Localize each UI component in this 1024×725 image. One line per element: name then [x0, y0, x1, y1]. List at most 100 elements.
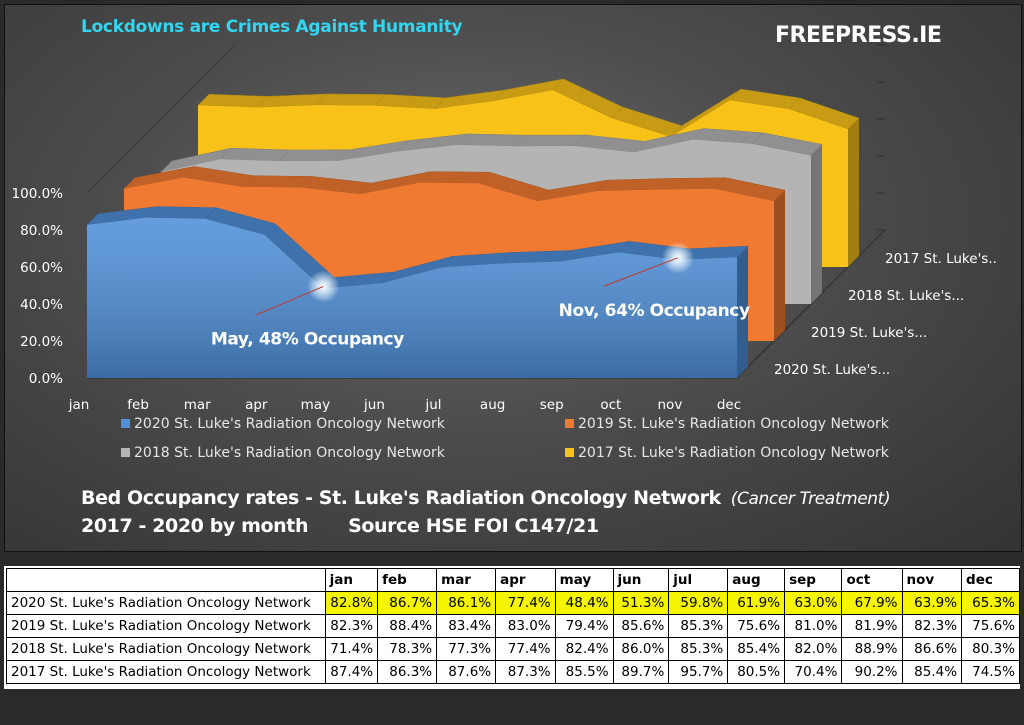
- series-front-sheen: [87, 217, 737, 378]
- legend-swatch: [121, 448, 130, 457]
- series-top-surface: [145, 206, 217, 219]
- table-cell: 77.4%: [495, 637, 556, 661]
- chart-3d-area: 2017 St. Luke's.. 2018 St. Luke's... 2019 …: [12, 44, 997, 461]
- table-cell: 67.9%: [841, 591, 903, 615]
- caption-title-italic: (Cancer Treatment): [730, 489, 891, 509]
- y-tick-label: 0.0%: [29, 371, 63, 387]
- table-row-label: 2017 St. Luke's Radiation Oncology Netwo…: [6, 660, 326, 684]
- table-cell: 78.3%: [377, 637, 438, 661]
- table-cell: 82.4%: [554, 637, 614, 661]
- table-cell: 48.4%: [554, 591, 614, 615]
- series-top-surface: [655, 177, 727, 190]
- table-cell: 85.4%: [901, 660, 963, 684]
- x-tick-label: aug: [480, 397, 505, 413]
- y-tick-label: 20.0%: [20, 334, 63, 350]
- series-top-surface: [278, 149, 350, 162]
- table-col-header-dec: dec: [961, 568, 1020, 592]
- table-cell: 77.3%: [436, 637, 497, 661]
- table-cell: 74.5%: [961, 660, 1020, 684]
- y-tick-label: 80.0%: [20, 223, 63, 239]
- series-depth-label: 2017 St. Luke's..: [885, 251, 997, 267]
- data-table: jan feb mar apr may jun jul aug sep oct nov dec 202…: [6, 568, 1020, 684]
- series-depth-label: 2020 St. Luke's...: [774, 362, 890, 378]
- table-col-header-jul: jul: [668, 568, 729, 592]
- table-cell: 85.6%: [612, 614, 670, 638]
- y-tick-label: 100.0%: [12, 186, 64, 202]
- table-cell: 86.1%: [436, 591, 497, 615]
- table-cell: 85.3%: [668, 614, 729, 638]
- annotation-leader-line: [255, 285, 324, 316]
- series-0: [86, 206, 749, 378]
- table-cell: 51.3%: [612, 591, 670, 615]
- legend-label: 2018 St. Luke's Radiation Oncology Netwo…: [134, 445, 446, 461]
- x-tick-label: apr: [245, 397, 268, 413]
- series-top-surface: [455, 133, 528, 147]
- series-top-surface: [219, 147, 291, 162]
- x-tick-label: feb: [127, 397, 149, 413]
- table-cell: 77.4%: [495, 591, 556, 615]
- table-row: 2019 St. Luke's Radiation Oncology Netwo…: [6, 614, 1020, 638]
- table-cell: 88.4%: [377, 614, 438, 638]
- series-top-surface: [241, 175, 313, 188]
- table-header-row: jan feb mar apr may jun jul aug sep oct nov dec: [6, 568, 1020, 592]
- series-side-face: [848, 118, 859, 267]
- series-side-face: [811, 144, 822, 304]
- table-cell: 71.4%: [324, 637, 379, 661]
- table-cell: 81.9%: [841, 614, 903, 638]
- caption-title: Bed Occupancy rates - St. Luke's Radiati…: [81, 487, 721, 509]
- legend-swatch: [565, 448, 574, 457]
- series-top-surface: [197, 94, 269, 108]
- caption-source: Source HSE FOI C147/21: [348, 515, 599, 537]
- table-cell: 63.9%: [901, 591, 963, 615]
- table-cell: 90.2%: [841, 660, 903, 684]
- table-cell: 86.6%: [901, 637, 963, 661]
- legend-swatch: [565, 419, 574, 428]
- legend-label: 2017 St. Luke's Radiation Oncology Netwo…: [578, 445, 890, 461]
- table-cell: 80.5%: [727, 660, 786, 684]
- legend-swatch: [121, 419, 130, 428]
- x-tick-label: mar: [184, 397, 211, 413]
- tagline: Lockdowns are Crimes Against Humanity: [81, 17, 463, 37]
- annotation-label: Nov, 64% Occupancy: [559, 301, 750, 321]
- series-depth-label: 2019 St. Luke's...: [811, 325, 927, 341]
- table-cell: 86.3%: [377, 660, 438, 684]
- table-cell: 82.3%: [324, 614, 379, 638]
- table-cell: 87.6%: [436, 660, 497, 684]
- chart-panel: 2017 St. Luke's.. 2018 St. Luke's... 2019 …: [4, 4, 1022, 552]
- table-col-header-jun: jun: [612, 568, 670, 592]
- x-tick-label: sep: [540, 397, 564, 413]
- caption-line-2: 2017 - 2020 by month Source HSE FOI C147/…: [81, 515, 599, 537]
- table-row: 2020 St. Luke's Radiation Oncology Netwo…: [6, 591, 1020, 615]
- x-tick-label: jul: [425, 397, 442, 413]
- table-row-label: 2020 St. Luke's Radiation Oncology Netwo…: [6, 591, 326, 615]
- table-cell: 75.6%: [727, 614, 786, 638]
- series-depth-label: 2018 St. Luke's...: [848, 288, 964, 304]
- table-col-header-may: may: [554, 568, 614, 592]
- table-col-header-sep: sep: [784, 568, 843, 592]
- series-top-surface: [315, 93, 387, 106]
- table-row: 2018 St. Luke's Radiation Oncology Netwo…: [6, 637, 1020, 661]
- caption-years: 2017 - 2020 by month: [81, 515, 309, 537]
- table-cell: 83.4%: [436, 614, 497, 638]
- x-tick-label: oct: [600, 397, 621, 413]
- table-cell: 70.4%: [784, 660, 843, 684]
- table-col-header-jan: jan: [324, 568, 379, 592]
- table-cell: 63.0%: [784, 591, 843, 615]
- table-cell: 85.4%: [727, 637, 786, 661]
- table-cell: 86.0%: [612, 637, 670, 661]
- table-cell: 82.3%: [901, 614, 963, 638]
- table-cell: 87.3%: [495, 660, 556, 684]
- table-cell: 80.3%: [961, 637, 1020, 661]
- series-top-surface: [514, 134, 587, 147]
- table-col-header-nov: nov: [901, 568, 963, 592]
- table-cell: 65.3%: [961, 591, 1020, 615]
- table-cell: 85.5%: [554, 660, 614, 684]
- table-corner-cell: [6, 568, 326, 592]
- caption-line-1: Bed Occupancy rates - St. Luke's Radiati…: [81, 487, 891, 509]
- legend-label: 2019 St. Luke's Radiation Oncology Netwo…: [578, 416, 890, 432]
- table-cell: 82.8%: [324, 591, 379, 615]
- x-tick-label: may: [301, 397, 330, 413]
- table-cell: 89.7%: [612, 660, 670, 684]
- table-cell: 95.7%: [668, 660, 729, 684]
